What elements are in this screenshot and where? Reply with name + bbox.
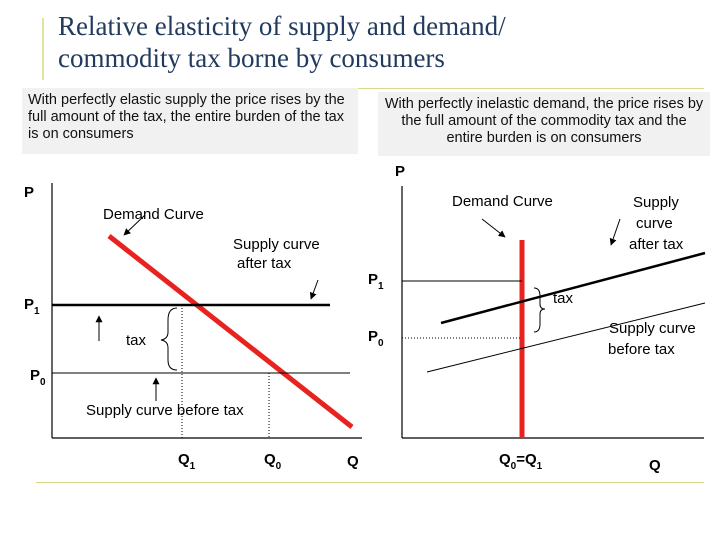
right-supply-after-tax-arrow (609, 218, 621, 246)
left-q0-label: Q0 (264, 451, 282, 472)
title-line-1: Relative elasticity of supply and demand… (58, 11, 506, 41)
left-supply-after-tax-arrow (309, 279, 319, 300)
right-supply-before-tax-label-1: Supply curve (609, 320, 696, 337)
left-demand-arrow (123, 214, 146, 236)
left-q1-label: Q1 (178, 451, 196, 472)
left-p1-label: P1 (24, 296, 40, 317)
right-y-axis-label: P (395, 163, 405, 180)
title-divider (36, 88, 704, 89)
left-x-axis-label: Q (347, 453, 359, 470)
slide-title: Relative elasticity of supply and demand… (58, 10, 698, 74)
left-y-axis-label: P (24, 184, 34, 201)
right-tax-brace (533, 287, 546, 333)
right-supply-before-tax-line (426, 302, 706, 373)
right-supply-after-tax-label-1: Supply (633, 194, 679, 211)
right-supply-after-tax-line (440, 251, 706, 325)
right-demand-arrow (481, 218, 506, 238)
left-tax-brace (160, 307, 178, 371)
right-demand-label: Demand Curve (452, 193, 553, 210)
left-demand-curve (107, 234, 354, 429)
left-supply-after-tax-label-2: after tax (237, 255, 292, 272)
decorative-bar (42, 18, 44, 80)
left-diagram: P Q Demand Curve Supply curve after tax … (24, 183, 362, 472)
right-supply-before-tax-label-2: before tax (608, 341, 675, 358)
right-supply-after-tax-label-2: curve (636, 215, 673, 232)
left-description-box: With perfectly elastic supply the price … (22, 88, 358, 154)
right-x-axis-label: Q (649, 457, 661, 474)
right-tax-label: tax (553, 290, 574, 307)
right-p0-label: P0 (368, 328, 384, 349)
footer-divider (36, 482, 704, 483)
right-p1-label: P1 (368, 271, 384, 292)
right-description-box: With perfectly inelastic demand, the pri… (378, 92, 710, 156)
left-demand-label: Demand Curve (103, 206, 204, 223)
left-supply-before-tax-label: Supply curve before tax (86, 402, 244, 419)
left-tax-label: tax (126, 332, 147, 349)
title-line-2: commodity tax borne by consumers (58, 43, 445, 73)
right-supply-after-tax-label-3: after tax (629, 236, 684, 253)
right-diagram: P Q Demand Curve Supply curve after tax … (368, 163, 706, 474)
left-supply-after-tax-label-1: Supply curve (233, 236, 320, 253)
right-q0-q1-label: Q0=Q1 (499, 451, 543, 472)
left-p0-label: P0 (30, 367, 46, 388)
